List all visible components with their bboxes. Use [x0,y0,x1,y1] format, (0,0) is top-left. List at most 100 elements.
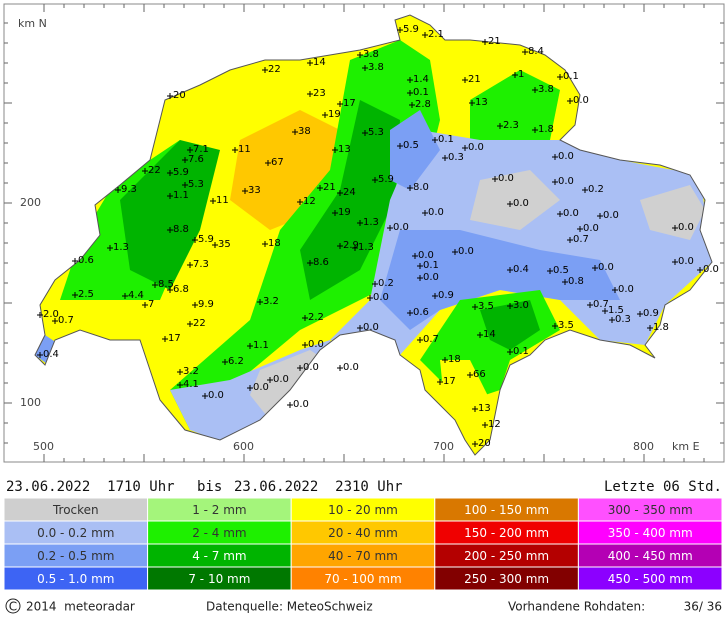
station-value: 6.8 [173,284,189,295]
station-marker [177,369,183,375]
station-marker [182,157,188,163]
station-value: 0.0 [308,339,324,350]
station-value: 21 [488,36,501,47]
station-value: 17 [343,98,356,109]
station-marker [437,379,443,385]
station-marker [192,302,198,308]
station-value: 5.3 [188,179,204,190]
station-value: 0.0 [428,207,444,218]
station-marker [637,311,643,317]
copyright-circle [5,598,21,614]
station-value: 0.0 [423,272,439,283]
station-value: 67 [271,157,284,168]
station-marker [332,147,338,153]
station-marker [107,245,113,251]
legend: Trocken 0.0 - 0.2 mm 0.2 - 0.5 mm 0.5 - 1.0… [3,497,723,591]
station-value: 0.4 [513,264,529,275]
station-value: 0.7 [58,315,74,326]
north-tick: 200 [20,196,41,209]
station-marker [37,312,43,318]
station-marker [332,210,338,216]
station-value: 0.0 [418,250,434,261]
station-value: 0.8 [568,276,584,287]
station-marker [577,226,583,232]
station-value: 22 [148,165,161,176]
legend-label: 40 - 70 mm [328,549,398,563]
station-value: 11 [238,144,251,155]
station-marker [552,323,558,329]
station-value: 6.2 [228,356,244,367]
station-value: 0.1 [413,87,429,98]
east-tick: 600 [233,440,254,453]
station-marker [397,27,403,33]
station-value: 18 [268,238,281,249]
station-value: 5.9 [403,24,419,35]
legend-label: 300 - 350 mm [608,503,693,517]
station-marker [647,325,653,331]
station-marker [557,74,563,80]
station-value: 5.9 [173,167,189,178]
station-value: 0.0 [573,95,589,106]
station-marker [467,372,473,378]
raw-data-label: Vorhandene Rohdaten: [508,600,645,614]
station-value: 3.2 [263,296,279,307]
station-marker [262,67,268,73]
station-value: 12 [488,419,501,430]
station-marker [337,365,343,371]
station-marker [187,147,193,153]
station-value: 0.0 [458,246,474,257]
station-value: 0.0 [303,362,319,373]
station-marker [307,91,313,97]
station-marker [37,352,43,358]
station-value: 24 [343,187,356,198]
station-marker [522,49,528,55]
station-value: 18 [448,354,461,365]
station-marker [122,293,128,299]
station-marker [609,317,615,323]
station-marker [602,308,608,314]
station-marker [672,225,678,231]
station-value: 0.2 [588,184,604,195]
station-marker [532,87,538,93]
station-value: 17 [443,376,456,387]
legend-label: 350 - 400 mm [608,526,693,540]
station-marker [202,393,208,399]
station-value: 0.0 [363,322,379,333]
station-marker [409,102,415,108]
station-value: 20 [478,438,491,449]
station-value: 1.1 [173,190,189,201]
station-value: 0.0 [558,176,574,187]
station-marker [307,60,313,66]
legend-swatch [577,566,723,591]
station-marker [452,249,458,255]
station-value: 3.0 [513,300,529,311]
station-value: 35 [218,239,231,250]
station-marker [357,220,363,226]
station-marker [412,253,418,259]
station-marker [462,145,468,151]
station-value: 8.6 [313,257,329,268]
station-marker [432,137,438,143]
station-value: 33 [248,185,261,196]
station-value: 5.9 [378,174,394,185]
station-value: 5.3 [368,127,384,138]
station-marker [167,227,173,233]
station-value: 0.0 [703,264,719,275]
station-marker [417,275,423,281]
station-marker [422,32,428,38]
period-to: 23.06.2022 2310 Uhr [234,479,403,495]
legend-label: 4 - 7 mm [192,549,246,563]
station-value: 0.2 [378,278,394,289]
station-marker [592,265,598,271]
station-value: 3.8 [538,84,554,95]
copyright: 2014 meteoradar [26,600,135,614]
station-marker [162,336,168,342]
station-marker [142,302,148,308]
station-value: 3.5 [558,320,574,331]
station-marker [242,188,248,194]
station-marker [302,342,308,348]
station-value: 1.5 [608,305,624,316]
station-value: 3.2 [183,366,199,377]
station-marker [567,237,573,243]
station-marker [317,185,323,191]
